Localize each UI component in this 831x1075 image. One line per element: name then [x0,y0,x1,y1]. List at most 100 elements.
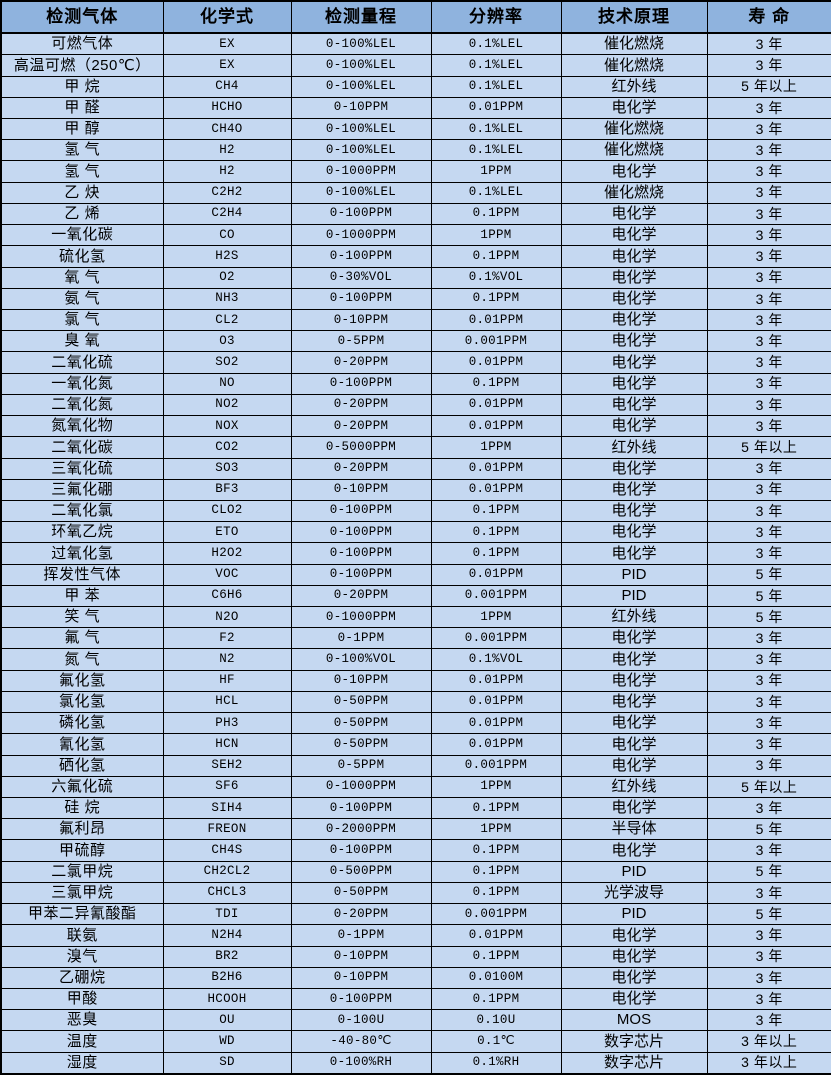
cell-resolution: 0.001PPM [430,627,562,650]
cell-gas-name: 挥发性气体 [0,563,164,586]
cell-chemical-formula: BF3 [162,478,292,501]
cell-lifespan: 3 年 [706,966,831,989]
cell-resolution: 0.001PPM [430,584,562,608]
cell-chemical-formula: EX [162,32,292,56]
cell-gas-name: 可燃气体 [0,32,164,56]
cell-resolution: 0.01PPM [430,733,562,756]
cell-lifespan: 3 年 [706,96,831,120]
cell-detection-range: 0-100PPM [290,563,432,586]
cell-gas-name: 六氟化硫 [0,775,164,799]
cell-detection-range: 0-1000PPM [290,775,432,799]
table-row: 三氯甲烷 CHCL3 0-50PPM 0.1PPM 光学波导 3 年 [0,881,831,905]
cell-resolution: 0.1PPM [430,372,562,395]
cell-technology: 电化学 [560,712,708,735]
cell-chemical-formula: BR2 [162,945,292,968]
cell-detection-range: 0-100%LEL [290,32,432,56]
cell-lifespan: 3 年 [706,117,831,141]
cell-detection-range: 0-20PPM [290,584,432,608]
cell-gas-name: 氢 气 [0,160,164,183]
cell-chemical-formula: H2 [162,160,292,183]
cell-resolution: 0.001PPM [430,754,562,777]
cell-gas-name: 过氧化氢 [0,542,164,565]
cell-detection-range: 0-10PPM [290,945,432,968]
table-row: 甲酸 HCOOH 0-100PPM 0.1PPM 电化学 3 年 [0,987,831,1011]
cell-technology: 电化学 [560,96,708,120]
cell-lifespan: 3 年 [706,351,831,374]
cell-technology: 电化学 [560,478,708,501]
cell-resolution: 0.0100M [430,966,562,989]
cell-gas-name: 联氨 [0,924,164,947]
cell-chemical-formula: CH4S [162,839,292,862]
cell-lifespan: 5 年 [706,563,831,586]
cell-gas-name: 甲酸 [0,987,164,1011]
cell-chemical-formula: O3 [162,330,292,353]
table-row: 磷化氢 PH3 0-50PPM 0.01PPM 电化学 3 年 [0,712,831,735]
cell-resolution: 1PPM [430,775,562,799]
cell-technology: 电化学 [560,224,708,247]
table-row: 甲苯二异氰酸酯 TDI 0-20PPM 0.001PPM PID 5 年 [0,903,831,926]
cell-resolution: 0.01PPM [430,478,562,501]
cell-chemical-formula: HCL [162,690,292,714]
table-row: 氯化氢 HCL 0-50PPM 0.01PPM 电化学 3 年 [0,690,831,714]
cell-lifespan: 3 年 [706,202,831,226]
cell-lifespan: 3 年 [706,139,831,162]
cell-lifespan: 3 年 [706,754,831,777]
cell-detection-range: 0-100PPM [290,987,432,1011]
cell-technology: 催化燃烧 [560,181,708,204]
cell-gas-name: 甲 苯 [0,584,164,608]
cell-chemical-formula: CO [162,224,292,247]
table-row: 温度 WD -40-80℃ 0.1℃ 数字芯片 3 年以上 [0,1030,831,1053]
cell-technology: 数字芯片 [560,1030,708,1053]
cell-technology: 催化燃烧 [560,139,708,162]
table-row: 硒化氢 SEH2 0-5PPM 0.001PPM 电化学 3 年 [0,754,831,777]
cell-resolution: 0.1PPM [430,860,562,883]
cell-technology: 催化燃烧 [560,54,708,77]
cell-chemical-formula: CH2CL2 [162,860,292,883]
cell-resolution: 0.01PPM [430,351,562,374]
cell-detection-range: 0-1000PPM [290,160,432,183]
cell-technology: 电化学 [560,542,708,565]
cell-lifespan: 3 年 [706,733,831,756]
cell-resolution: 0.1PPM [430,542,562,565]
table-row: 高温可燃（250℃） EX 0-100%LEL 0.1%LEL 催化燃烧 3 年 [0,54,831,77]
cell-detection-range: 0-500PPM [290,860,432,883]
cell-gas-name: 乙硼烷 [0,966,164,989]
cell-resolution: 0.1%LEL [430,32,562,56]
cell-gas-name: 氨 气 [0,287,164,310]
cell-resolution: 0.1℃ [430,1030,562,1053]
cell-gas-name: 笑 气 [0,606,164,629]
cell-chemical-formula: SO2 [162,351,292,374]
table-row: 可燃气体 EX 0-100%LEL 0.1%LEL 催化燃烧 3 年 [0,32,831,56]
cell-detection-range: 0-100PPM [290,796,432,820]
cell-technology: 电化学 [560,457,708,480]
cell-lifespan: 3 年 [706,987,831,1011]
cell-detection-range: 0-20PPM [290,903,432,926]
cell-gas-name: 甲 烷 [0,75,164,98]
cell-technology: 电化学 [560,521,708,544]
cell-chemical-formula: CH4 [162,75,292,98]
cell-gas-name: 乙 烯 [0,202,164,226]
cell-resolution: 0.01PPM [430,415,562,438]
cell-chemical-formula: N2O [162,606,292,629]
cell-gas-name: 环氧乙烷 [0,521,164,544]
table-row: 乙硼烷 B2H6 0-10PPM 0.0100M 电化学 3 年 [0,966,831,989]
cell-detection-range: 0-5PPM [290,754,432,777]
cell-technology: 催化燃烧 [560,32,708,56]
table-row: 三氟化硼 BF3 0-10PPM 0.01PPM 电化学 3 年 [0,478,831,501]
table-body: 可燃气体 EX 0-100%LEL 0.1%LEL 催化燃烧 3 年高温可燃（250℃） E… [0,32,831,1075]
cell-chemical-formula: CO2 [162,436,292,459]
cell-gas-name: 三氧化硫 [0,457,164,480]
cell-detection-range: 0-10PPM [290,308,432,332]
cell-technology: 电化学 [560,754,708,777]
cell-detection-range: -40-80℃ [290,1030,432,1053]
table-row: 硫化氢 H2S 0-100PPM 0.1PPM 电化学 3 年 [0,245,831,268]
cell-gas-name: 一氧化氮 [0,372,164,395]
cell-lifespan: 3 年 [706,499,831,523]
cell-lifespan: 3 年 [706,542,831,565]
cell-resolution: 1PPM [430,224,562,247]
cell-lifespan: 3 年 [706,160,831,183]
cell-chemical-formula: H2 [162,139,292,162]
cell-resolution: 0.01PPM [430,924,562,947]
cell-resolution: 0.1%LEL [430,75,562,98]
cell-resolution: 0.01PPM [430,563,562,586]
